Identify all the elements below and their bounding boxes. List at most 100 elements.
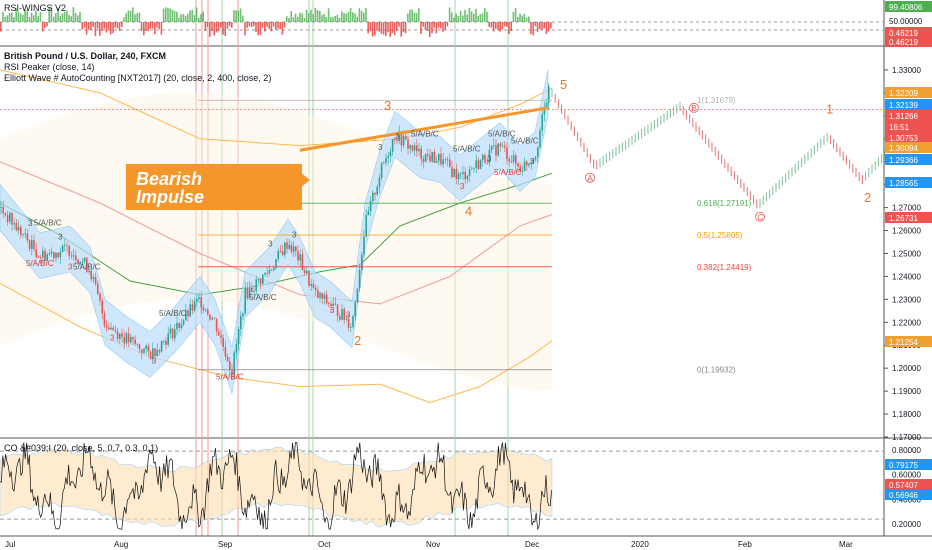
rsi-bar (268, 22, 270, 30)
rsi-bar (347, 12, 350, 22)
candle-body (92, 277, 95, 280)
price-tag (885, 110, 932, 121)
rsi-bar (418, 8, 420, 22)
rsi-bar (189, 10, 191, 22)
corrective-wave-label: A (587, 174, 593, 183)
candle-body (468, 169, 471, 176)
rsi-bar (248, 22, 251, 27)
candle-body (528, 163, 530, 166)
rsi-bar (297, 16, 299, 22)
candle-body (398, 131, 400, 142)
rsi-bar (167, 7, 169, 22)
rsi-bar (250, 22, 253, 27)
rsi-bar (2, 11, 4, 22)
candle-body (222, 337, 224, 347)
rsi-bar (312, 14, 314, 22)
rsi-bar (545, 22, 548, 35)
rsi-bar (116, 22, 119, 29)
candle-body (534, 157, 537, 160)
co-value-label: 0.57407 (889, 481, 918, 490)
rsi-bar (404, 22, 407, 34)
candle-body (495, 145, 497, 156)
candle-body (499, 143, 502, 146)
candle-body (68, 246, 70, 256)
candle-body (288, 244, 290, 249)
candle-body (343, 309, 345, 320)
rsi-bar (107, 22, 110, 31)
rsi-bar (206, 22, 209, 27)
candle-body (171, 328, 174, 339)
rsi-bar (479, 14, 482, 22)
rsi-bar (462, 15, 464, 22)
candle-body (350, 327, 352, 328)
rsi-bar (371, 22, 374, 37)
rsi-bar (50, 7, 53, 22)
candle-body (213, 318, 216, 319)
candle-body (145, 345, 147, 349)
price-tag-label: 16:51 (889, 123, 910, 132)
rsi-bar (22, 14, 24, 22)
rsi-bar (209, 22, 211, 37)
co-value-tag (885, 459, 932, 470)
price-tick-label: 1.24000 (892, 272, 921, 281)
candle-body (270, 269, 273, 271)
candle-body (449, 159, 451, 168)
candle-body (352, 316, 354, 328)
candle-body (77, 259, 79, 264)
candle-body (101, 300, 103, 314)
candle-body (290, 244, 293, 252)
wave-pattern-label: 5/A/B/C (494, 168, 522, 177)
rsi-bar (52, 16, 55, 22)
rsi-bar (158, 22, 160, 29)
rsi-bar (343, 13, 345, 22)
rsi-bar (541, 22, 543, 30)
rsi-bar (360, 10, 363, 22)
indicator-label-rsi-peaker: RSI Peaker (close, 14) (4, 62, 95, 72)
rsi-bar (132, 7, 134, 22)
rsi-bar (154, 22, 156, 35)
fib-level-label: 0.5(1.25805) (697, 231, 743, 240)
rsi-bar (283, 22, 286, 28)
rsi-bar (110, 22, 112, 35)
rsi-bar (349, 8, 352, 22)
wave-sub-count: 3 (28, 219, 33, 228)
candle-body (389, 151, 392, 157)
time-tick-label: Aug (114, 540, 128, 549)
candle-body (361, 254, 363, 271)
candle-body (176, 323, 178, 330)
candle-body (204, 309, 207, 311)
candle-body (407, 139, 409, 149)
price-tag-label: 1.26731 (889, 214, 918, 223)
candle-body (48, 253, 51, 255)
candle-body (231, 369, 233, 375)
rsi-bar (459, 10, 462, 22)
rsi-value-tag (885, 1, 932, 12)
candle-body (50, 251, 53, 254)
callout-box (126, 164, 302, 210)
rsi-bar (277, 22, 279, 29)
candle-body (235, 343, 238, 353)
wave-sub-count: 3 (58, 233, 63, 242)
rsi-bar (299, 12, 301, 22)
rsi-bar (470, 11, 473, 22)
candle-body (297, 251, 299, 261)
rsi-bar (488, 22, 490, 27)
candle-body (308, 270, 310, 286)
rsi-bar (15, 8, 17, 22)
candle-body (9, 212, 11, 222)
candle-body (53, 251, 55, 259)
rsi-bar (149, 22, 152, 29)
candle-body (429, 155, 431, 162)
rsi-bar (28, 17, 31, 22)
rsi-bar (334, 15, 336, 22)
rsi-bar (24, 9, 26, 22)
co-value-label: 0.79175 (889, 461, 918, 470)
rsi-bar (99, 22, 101, 36)
candle-body (22, 234, 24, 236)
candle-body (400, 131, 403, 146)
rsi-bar (389, 22, 391, 37)
rsi-bar (17, 11, 20, 22)
candle-body (455, 168, 458, 179)
